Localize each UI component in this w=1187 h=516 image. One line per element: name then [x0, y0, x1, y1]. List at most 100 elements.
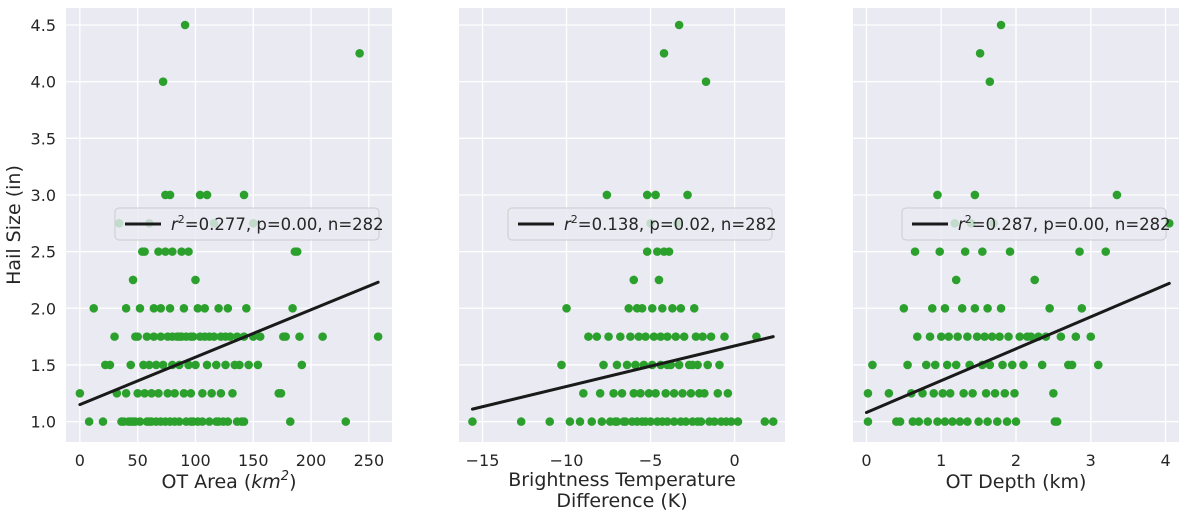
data-point [276, 388, 286, 398]
data-point [214, 303, 223, 313]
data-point [179, 303, 189, 313]
data-point [938, 388, 948, 398]
data-point [557, 360, 566, 370]
data-point [140, 247, 149, 256]
y-tick-label: 3.5 [31, 129, 56, 148]
data-point [609, 388, 618, 398]
data-point [1067, 360, 1077, 370]
data-point [1101, 247, 1111, 256]
x-axis-label: OT Depth (km) [946, 471, 1087, 493]
x-tick-label: 50 [127, 451, 147, 470]
x-tick-label: 0 [75, 451, 85, 470]
data-point [184, 247, 193, 256]
data-point [1015, 332, 1025, 341]
data-point [128, 275, 138, 285]
data-point [647, 303, 657, 313]
data-point [642, 190, 652, 200]
data-point [1052, 417, 1062, 426]
data-point [1019, 360, 1028, 370]
data-point [899, 303, 909, 313]
data-point [597, 417, 607, 426]
data-point [579, 388, 588, 398]
data-point [760, 417, 770, 426]
data-point [295, 332, 304, 341]
x-tick-label: 0 [861, 451, 871, 470]
data-point [927, 303, 937, 313]
x-axis-label: Brightness Temperature [508, 469, 736, 491]
data-point [626, 332, 635, 341]
data-point [661, 388, 670, 398]
data-point [599, 360, 608, 370]
data-point [910, 247, 920, 256]
data-point [993, 417, 1002, 426]
data-point [225, 332, 235, 341]
regression-line [470, 335, 775, 411]
x-tick-label: 4 [1160, 451, 1170, 470]
data-point [211, 360, 221, 370]
data-point [700, 388, 709, 398]
data-point [98, 417, 108, 426]
data-point [706, 332, 716, 341]
data-point [998, 360, 1007, 370]
data-point [921, 360, 931, 370]
data-point [940, 303, 950, 313]
data-point [1045, 303, 1054, 313]
regression-line [864, 281, 1171, 415]
data-point [863, 417, 873, 426]
scatter-panel-1: 0 50 100 150 200 250 1.0 1.5 2.0 2.5 3.0 3.5 4.0 4.5 r… [3, 8, 392, 493]
legend-box [507, 207, 773, 241]
data-point [184, 360, 193, 370]
data-point [144, 417, 154, 426]
y-tick-label: 3.0 [31, 186, 56, 205]
data-point [105, 360, 115, 370]
data-point [180, 20, 190, 30]
data-point [768, 417, 778, 426]
data-point [996, 20, 1006, 30]
data-point [1030, 275, 1039, 285]
data-point [974, 417, 983, 426]
data-point [983, 303, 992, 313]
data-point [868, 360, 877, 370]
data-point [1000, 388, 1010, 398]
data-point [903, 360, 912, 370]
data-point [121, 303, 131, 313]
data-point [656, 332, 665, 341]
data-point [288, 303, 297, 313]
data-point [179, 388, 189, 398]
data-point [193, 303, 203, 313]
data-point [121, 388, 131, 398]
data-point [664, 247, 674, 256]
data-point [253, 360, 263, 370]
x-tick-label: 1 [936, 451, 946, 470]
data-point [715, 360, 724, 370]
data-point [925, 332, 935, 341]
x-tick-label: 250 [354, 451, 385, 470]
data-point [75, 388, 85, 398]
data-point [668, 303, 677, 313]
data-point [235, 360, 244, 370]
data-point [644, 388, 654, 398]
data-point [163, 388, 173, 398]
data-point [651, 388, 660, 398]
data-point [228, 388, 237, 398]
data-point [174, 417, 184, 426]
data-point [678, 388, 687, 398]
data-point [135, 303, 145, 313]
data-point [710, 417, 719, 426]
data-point [602, 190, 612, 200]
data-point [913, 332, 922, 341]
data-point [622, 360, 632, 370]
data-point [135, 417, 145, 426]
x-tick-label: −10 [550, 451, 584, 470]
data-point [659, 49, 669, 58]
data-point [669, 388, 679, 398]
legend-label: r2=0.138, p=0.02, n=282 [564, 213, 777, 234]
data-point [198, 417, 207, 426]
data-point [1056, 332, 1066, 341]
data-point [683, 190, 692, 200]
y-tick-label: 1.0 [31, 413, 56, 432]
data-point [963, 417, 972, 426]
x-axis-label: Difference (K) [556, 490, 687, 512]
data-point [1005, 247, 1015, 256]
